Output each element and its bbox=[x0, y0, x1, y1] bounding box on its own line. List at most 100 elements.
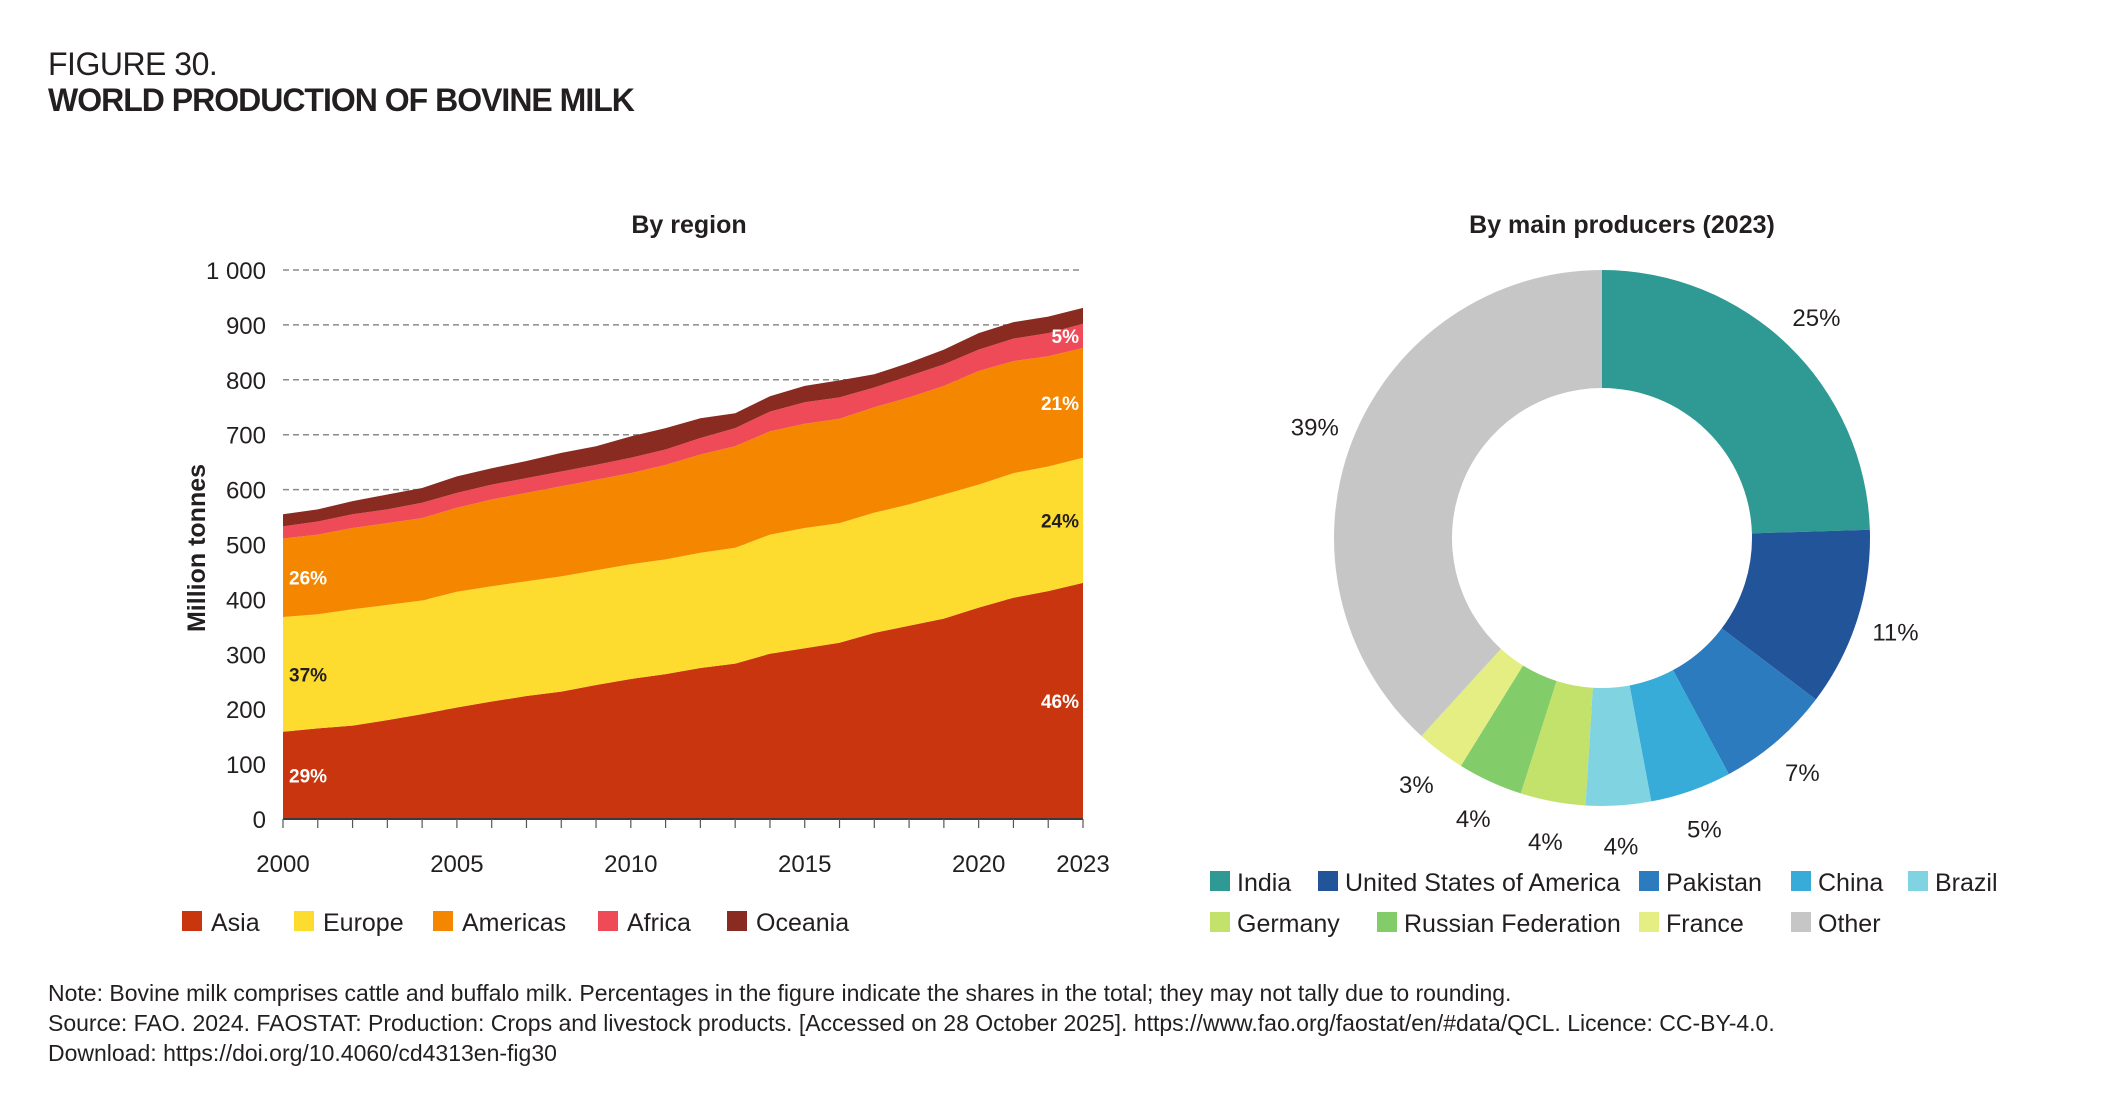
donut-slice-china bbox=[1629, 670, 1729, 802]
download-text: Download: https://doi.org/10.4060/cd4313… bbox=[48, 1040, 557, 1066]
y-tick-label: 800 bbox=[226, 368, 266, 395]
legend-label: Europe bbox=[323, 909, 404, 937]
donut-label: 3% bbox=[1399, 772, 1434, 799]
legend-swatch bbox=[1210, 871, 1230, 891]
share-label-europe: 24% bbox=[1041, 511, 1079, 532]
donut-label: 4% bbox=[1456, 806, 1491, 833]
donut-slice-pakistan bbox=[1672, 628, 1816, 775]
y-tick-label: 900 bbox=[226, 313, 266, 340]
legend-item-india: India bbox=[1210, 869, 1291, 897]
legend-label: Other bbox=[1818, 910, 1881, 938]
legend-swatch bbox=[598, 911, 618, 931]
legend-item-africa: Africa bbox=[598, 909, 691, 937]
donut-slice-france bbox=[1421, 648, 1524, 766]
legend-label: France bbox=[1666, 910, 1744, 938]
legend-label: China bbox=[1818, 869, 1883, 897]
figure-title: WORLD PRODUCTION OF BOVINE MILK bbox=[48, 82, 635, 118]
donut-slice-germany bbox=[1520, 680, 1593, 806]
donut-legend: India United States of America Pakistan Chi… bbox=[1210, 869, 1998, 938]
x-tick-label: 2000 bbox=[256, 851, 309, 878]
x-tick-label: 2010 bbox=[604, 851, 657, 878]
donut-chart-title: By main producers (2023) bbox=[1469, 211, 1775, 239]
legend-label: India bbox=[1237, 869, 1291, 897]
donut-label: 25% bbox=[1792, 305, 1840, 332]
x-tick-label: 2005 bbox=[430, 851, 483, 878]
legend-label: Americas bbox=[462, 909, 566, 937]
share-label-africa: 5% bbox=[1052, 327, 1080, 348]
notes-block: Note: Bovine milk comprises cattle and b… bbox=[48, 978, 1775, 1068]
note-text: Note: Bovine milk comprises cattle and b… bbox=[48, 980, 1512, 1006]
y-tick-label: 600 bbox=[226, 478, 266, 505]
y-tick-label: 100 bbox=[226, 752, 266, 779]
legend-label: Pakistan bbox=[1666, 869, 1762, 897]
legend-item-europe: Europe bbox=[294, 909, 404, 937]
area-chart-title: By region bbox=[631, 211, 746, 239]
figure-label: FIGURE 30. bbox=[48, 46, 218, 82]
legend-item-other: Other bbox=[1791, 910, 1881, 938]
legend-label: Brazil bbox=[1935, 869, 1998, 897]
y-tick-label: 500 bbox=[226, 533, 266, 560]
legend-swatch bbox=[1377, 912, 1397, 932]
donut-chart-by-producers: By main producers (2023) 25% 11% 7% 5% 4% 4% 4… bbox=[1210, 211, 1998, 938]
area-legend: Asia Europe Americas Africa Oceania bbox=[182, 909, 849, 937]
share-label-asia: 29% bbox=[289, 766, 327, 787]
legend-item-americas: Americas bbox=[433, 909, 566, 937]
legend-item-oceania: Oceania bbox=[727, 909, 849, 937]
legend-swatch bbox=[1210, 912, 1230, 932]
legend-swatch bbox=[1908, 871, 1928, 891]
donut-label: 7% bbox=[1785, 760, 1820, 787]
y-axis-label: Million tonnes bbox=[183, 464, 211, 632]
source-text: Source: FAO. 2024. FAOSTAT: Production: … bbox=[48, 1010, 1775, 1036]
legend-label: Asia bbox=[211, 909, 260, 937]
y-tick-label: 0 bbox=[253, 807, 266, 834]
donut-slice-brazil bbox=[1585, 685, 1652, 806]
donut-labels: 25% 11% 7% 5% 4% 4% 4% 3% 39% bbox=[1291, 305, 1919, 861]
share-label-americas: 21% bbox=[1041, 394, 1079, 415]
donut-label: 39% bbox=[1291, 415, 1339, 442]
legend-swatch bbox=[1791, 871, 1811, 891]
legend-item-russian-federation: Russian Federation bbox=[1377, 910, 1621, 938]
legend-label: Oceania bbox=[756, 909, 849, 937]
donut-slice-other bbox=[1334, 270, 1602, 737]
legend-item-germany: Germany bbox=[1210, 910, 1340, 938]
legend-swatch bbox=[433, 911, 453, 931]
donut-label: 4% bbox=[1528, 829, 1563, 856]
donut-slices bbox=[1334, 270, 1870, 806]
legend-label: Germany bbox=[1237, 910, 1340, 938]
y-tick-label: 400 bbox=[226, 587, 266, 614]
legend-swatch bbox=[294, 911, 314, 931]
legend-swatch bbox=[1791, 912, 1811, 932]
area-series-oceania bbox=[283, 307, 1083, 527]
y-tick-label: 1 000 bbox=[206, 258, 266, 285]
legend-item-france: France bbox=[1639, 910, 1744, 938]
legend-item-brazil: Brazil bbox=[1908, 869, 1998, 897]
share-label-americas: 26% bbox=[289, 569, 327, 590]
area-layers bbox=[283, 307, 1083, 819]
donut-slice-india bbox=[1602, 270, 1870, 534]
share-label-europe: 37% bbox=[289, 665, 327, 686]
x-tick-label: 2023 bbox=[1056, 851, 1109, 878]
area-share-labels: 29% 46% 37% 24% 26% 21% 5% bbox=[289, 327, 1079, 787]
legend-item-china: China bbox=[1791, 869, 1883, 897]
donut-slice-russian-federation bbox=[1460, 665, 1557, 794]
share-label-asia: 46% bbox=[1041, 692, 1079, 713]
legend-item-asia: Asia bbox=[182, 909, 260, 937]
legend-label: Russian Federation bbox=[1404, 910, 1621, 938]
area-chart-by-region: By region 0 100 200 300 400 500 600 700 800 900 1 … bbox=[182, 211, 1110, 937]
y-tick-label: 700 bbox=[226, 423, 266, 450]
y-tick-label: 300 bbox=[226, 642, 266, 669]
y-tick-label: 200 bbox=[226, 697, 266, 724]
area-y-tick-labels: 0 100 200 300 400 500 600 700 800 900 1 000 bbox=[206, 258, 266, 834]
legend-swatch bbox=[1639, 912, 1659, 932]
donut-slice-united-states-of-america bbox=[1721, 529, 1870, 700]
donut-label: 11% bbox=[1872, 619, 1918, 646]
legend-swatch bbox=[182, 911, 202, 931]
area-series-africa bbox=[283, 323, 1083, 539]
legend-label: United States of America bbox=[1345, 869, 1620, 897]
area-series-americas bbox=[283, 347, 1083, 617]
legend-swatch bbox=[1318, 871, 1338, 891]
legend-swatch bbox=[727, 911, 747, 931]
legend-label: Africa bbox=[627, 909, 691, 937]
donut-label: 4% bbox=[1604, 833, 1639, 860]
